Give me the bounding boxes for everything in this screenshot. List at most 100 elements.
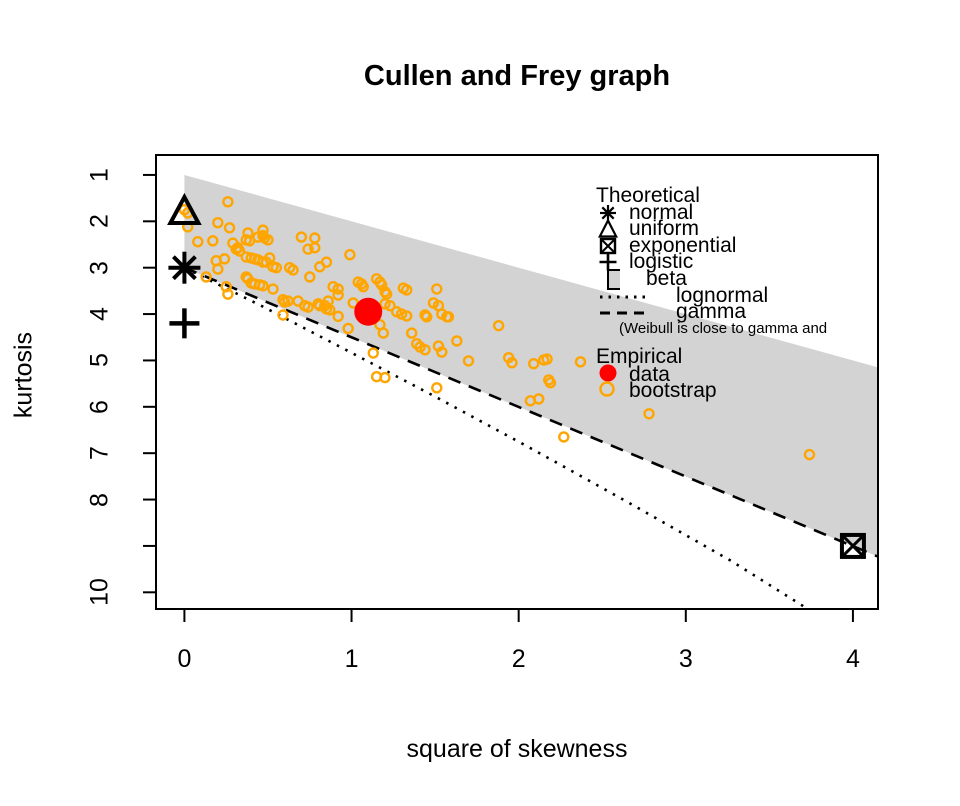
legend-theoretical-header: Theoretical: [596, 184, 700, 207]
bootstrap-point: [419, 309, 431, 321]
legend-item-bootstrap: bootstrap: [596, 380, 717, 404]
x-tick-label: 3: [678, 645, 693, 673]
y-tick-label: 8: [85, 492, 114, 507]
bootstrap-point: [252, 231, 264, 243]
bootstrap-point: [400, 310, 413, 322]
bootstrap-point: [528, 357, 540, 370]
bootstrap-point: [270, 261, 283, 274]
beta-region-swatch-icon: [596, 267, 652, 291]
bootstrap-point: [442, 311, 455, 323]
beta-region: [184, 174, 878, 557]
bootstrap-point: [533, 393, 545, 405]
y-tick-label: 2: [85, 214, 114, 229]
bootstrap-point: [332, 283, 344, 295]
y-tick-label: 4: [85, 307, 114, 321]
y-tick-label: 10: [85, 578, 114, 607]
bootstrap-point: [309, 242, 321, 254]
bootstrap-point: [462, 355, 475, 367]
bootstrap-point: [377, 327, 389, 339]
bootstrap-point: [643, 408, 655, 420]
bootstrap-point: [342, 322, 354, 335]
bootstrap-point: [302, 243, 314, 255]
bootstrap-point: [367, 347, 379, 359]
bootstrap-point: [431, 382, 443, 394]
bootstrap-point: [220, 281, 232, 293]
bootstrap-point: [277, 309, 289, 321]
bootstrap-point: [406, 327, 418, 339]
gamma-line: [183, 266, 878, 558]
legend-item-data: data: [596, 364, 670, 388]
y-tick-label: 5: [85, 353, 114, 368]
bootstrap-point: [267, 283, 279, 295]
uniform-triangle-icon: [596, 217, 652, 241]
x-axis-label: square of skewness: [406, 735, 628, 763]
legend-item-gamma: gamma: [596, 301, 746, 325]
bootstrap-point: [212, 217, 224, 229]
bootstrap-point: [419, 344, 431, 356]
bootstrap-point: [230, 243, 242, 255]
bootstrap-point: [295, 231, 308, 243]
normal-marker: [168, 251, 201, 284]
bootstrap-point: [200, 271, 212, 283]
bootstrap-point: [287, 264, 299, 276]
bootstrap-point: [212, 263, 224, 275]
bootstrap-point: [223, 222, 236, 234]
bootstrap-point: [222, 288, 234, 300]
data-point-icon: [596, 361, 652, 385]
legend-item-normal: normal: [596, 202, 693, 226]
bootstrap-point: [218, 253, 231, 265]
bootstrap-point: [312, 298, 324, 310]
bootstrap-point: [344, 249, 356, 261]
bootstrap-point-icon: [596, 377, 652, 401]
logistic-marker: [169, 308, 200, 339]
y-tick-label: 7: [85, 446, 114, 461]
bootstrap-point: [332, 310, 344, 323]
bootstrap-point: [506, 357, 518, 369]
bootstrap-point: [192, 236, 204, 248]
y-tick-label: 1: [85, 167, 114, 182]
logistic-plus-icon: [596, 250, 652, 274]
bootstrap-point: [379, 371, 391, 384]
bootstrap-point: [803, 448, 816, 461]
y-tick-label: 6: [85, 399, 114, 414]
bootstrap-point: [262, 234, 274, 246]
bootstrap-point: [436, 346, 448, 358]
legend-item-exponential: exponential: [596, 235, 736, 259]
bootstrap-point: [314, 261, 326, 273]
bootstrap-point: [302, 301, 314, 313]
weibull-note: (Weibull is close to gamma and: [619, 321, 828, 337]
legend-empirical-header: Empirical: [596, 345, 683, 368]
x-tick-label: 1: [344, 645, 359, 673]
bootstrap-point: [421, 311, 433, 323]
bootstrap-point: [222, 196, 234, 208]
bootstrap-point: [207, 235, 219, 247]
bootstrap-point: [451, 335, 463, 347]
bootstrap-point: [332, 289, 344, 301]
chart-title: Cullen and Frey graph: [363, 60, 671, 92]
exponential-boxed-x-icon: [596, 234, 652, 258]
bootstrap-point: [257, 280, 269, 292]
plot-border: [155, 154, 879, 610]
x-tick-label: 0: [177, 645, 192, 673]
bootstrap-point: [304, 271, 316, 283]
x-tick-label: 4: [845, 645, 860, 673]
y-tick-label: 3: [85, 260, 114, 275]
legend-item-lognormal: lognormal: [596, 285, 768, 309]
bootstrap-point: [541, 353, 553, 365]
bootstrap-point: [400, 284, 413, 296]
x-tick-label: 2: [511, 645, 526, 673]
bootstrap-point: [357, 281, 369, 293]
legend-item-beta: beta: [596, 268, 687, 292]
lognormal-line: [183, 266, 809, 609]
y-axis-label: kurtosis: [9, 331, 38, 419]
bootstrap-point: [384, 300, 396, 312]
plot-area: [178, 174, 878, 609]
dashed-line-icon: [596, 300, 652, 324]
exponential-marker: [839, 532, 866, 559]
bootstrap-point: [492, 319, 505, 332]
bootstrap-point: [574, 356, 587, 368]
bootstrap-point: [558, 431, 570, 443]
legend-item-uniform: uniform: [596, 218, 699, 242]
